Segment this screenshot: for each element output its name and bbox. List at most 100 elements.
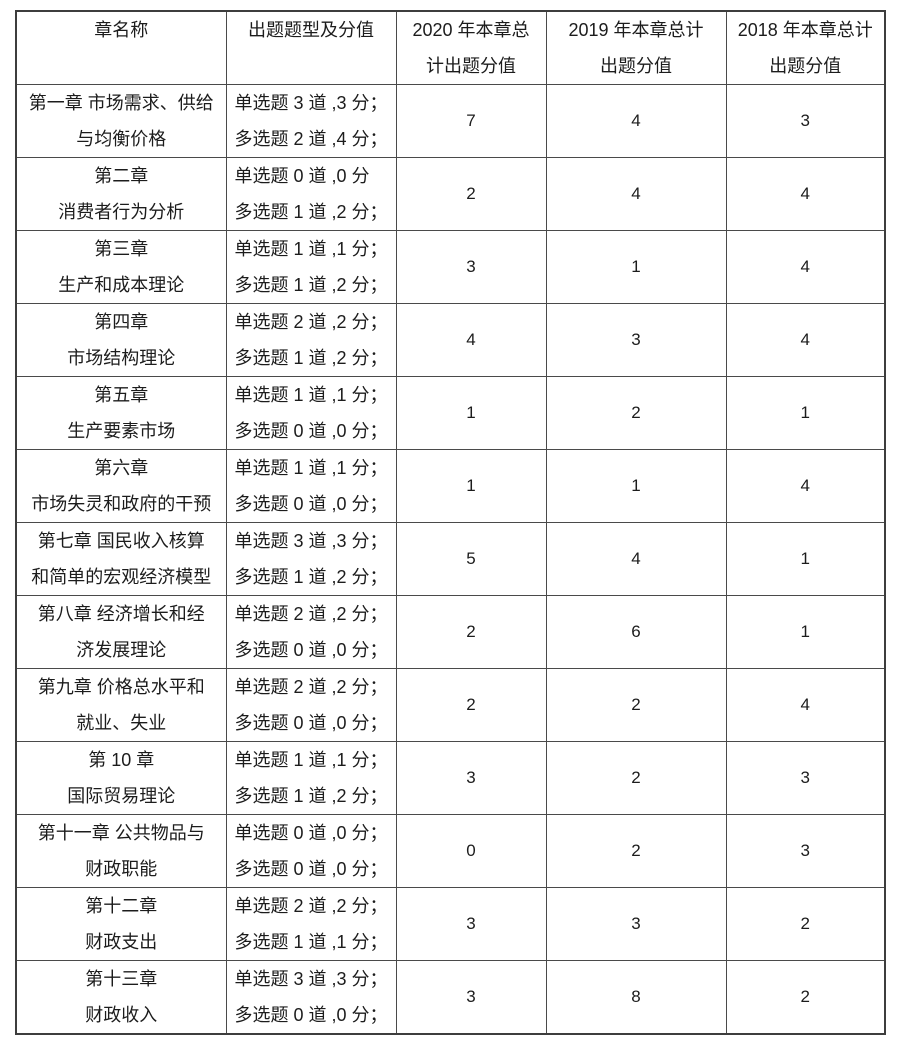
score-2018-cell: 3 [725, 814, 886, 888]
header-2019-total: 2019 年本章总计 出题分值 [545, 10, 727, 85]
qtype-line-2: 多选题 1 道 ,1 分； [234, 932, 388, 952]
qtype-line-2: 多选题 0 道 ,0 分； [234, 494, 388, 514]
score-2020-cell: 4 [395, 303, 547, 377]
chapter-cell: 第六章 市场失灵和政府的干预 [15, 449, 227, 523]
score-2020-cell: 5 [395, 522, 547, 596]
question-type-cell: 单选题 1 道 ,1 分； 多选题 0 道 ,0 分； [225, 449, 397, 523]
qtype-line-1: 单选题 0 道 ,0 分 [234, 166, 370, 186]
chapter-line-2: 生产要素市场 [67, 421, 176, 441]
chapter-cell: 第三章 生产和成本理论 [15, 230, 227, 304]
chapter-cell: 第十二章 财政支出 [15, 887, 227, 961]
table-row: 第九章 价格总水平和 就业、失业 单选题 2 道 ,2 分； 多选题 0 道 ,… [15, 668, 886, 742]
chapter-line-1: 第十二章 [85, 896, 158, 916]
chapter-cell: 第十一章 公共物品与 财政职能 [15, 814, 227, 888]
score-2019-cell: 2 [545, 741, 727, 815]
chapter-line-2: 财政支出 [85, 932, 158, 952]
header-2020-total: 2020 年本章总 计出题分值 [395, 10, 547, 85]
qtype-line-2: 多选题 0 道 ,0 分； [234, 1005, 388, 1025]
score-2020-cell: 1 [395, 449, 547, 523]
score-2019-cell: 6 [545, 595, 727, 669]
header-2018-total: 2018 年本章总计 出题分值 [725, 10, 886, 85]
chapter-cell: 第十三章 财政收入 [15, 960, 227, 1035]
question-type-cell: 单选题 3 道 ,3 分； 多选题 1 道 ,2 分； [225, 522, 397, 596]
qtype-line-1: 单选题 1 道 ,1 分； [234, 239, 388, 259]
chapter-cell: 第四章 市场结构理论 [15, 303, 227, 377]
header-2020-total-line2: 计出题分值 [426, 56, 516, 76]
qtype-line-1: 单选题 1 道 ,1 分； [234, 750, 388, 770]
chapter-line-2: 和简单的宏观经济模型 [31, 567, 212, 587]
chapter-line-1: 第十一章 公共物品与 [37, 823, 205, 843]
score-2020-cell: 7 [395, 84, 547, 158]
chapter-cell: 第九章 价格总水平和 就业、失业 [15, 668, 227, 742]
qtype-line-2: 多选题 0 道 ,0 分； [234, 859, 388, 879]
score-2019-cell: 4 [545, 157, 727, 231]
score-2020-cell: 2 [395, 668, 547, 742]
question-type-cell: 单选题 2 道 ,2 分； 多选题 1 道 ,1 分； [225, 887, 397, 961]
header-question-type-line1: 出题题型及分值 [248, 20, 374, 40]
score-2018-cell: 4 [725, 449, 886, 523]
score-2018-cell: 3 [725, 741, 886, 815]
score-2018-cell: 4 [725, 230, 886, 304]
table-row: 第十三章 财政收入 单选题 3 道 ,3 分； 多选题 0 道 ,0 分； 3 … [15, 960, 886, 1035]
chapter-cell: 第一章 市场需求、供给 与均衡价格 [15, 84, 227, 158]
chapter-line-1: 第五章 [94, 385, 149, 405]
score-2020-cell: 3 [395, 230, 547, 304]
score-2020-cell: 3 [395, 741, 547, 815]
score-2020-cell: 0 [395, 814, 547, 888]
chapter-score-table: 章名称 出题题型及分值 2020 年本章总 计出题分值 2019 年本章总计 出… [15, 10, 886, 1035]
score-2018-cell: 1 [725, 522, 886, 596]
chapter-line-2: 财政收入 [85, 1005, 158, 1025]
chapter-line-2: 市场失灵和政府的干预 [31, 494, 212, 514]
chapter-cell: 第二章 消费者行为分析 [15, 157, 227, 231]
chapter-line-1: 第十三章 [85, 969, 158, 989]
question-type-cell: 单选题 2 道 ,2 分； 多选题 1 道 ,2 分； [225, 303, 397, 377]
qtype-line-2: 多选题 0 道 ,0 分； [234, 713, 388, 733]
score-2019-cell: 1 [545, 230, 727, 304]
table-row: 第三章 生产和成本理论 单选题 1 道 ,1 分； 多选题 1 道 ,2 分； … [15, 230, 886, 304]
table-row: 第六章 市场失灵和政府的干预 单选题 1 道 ,1 分； 多选题 0 道 ,0 … [15, 449, 886, 523]
header-2019-total-line1: 2019 年本章总计 [568, 20, 704, 40]
qtype-line-2: 多选题 0 道 ,0 分； [234, 421, 388, 441]
chapter-line-1: 第八章 经济增长和经 [37, 604, 205, 624]
score-2018-cell: 4 [725, 668, 886, 742]
qtype-line-1: 单选题 2 道 ,2 分； [234, 312, 388, 332]
score-2019-cell: 3 [545, 887, 727, 961]
qtype-line-2: 多选题 1 道 ,2 分； [234, 348, 388, 368]
table-row: 第七章 国民收入核算 和简单的宏观经济模型 单选题 3 道 ,3 分； 多选题 … [15, 522, 886, 596]
chapter-line-2: 就业、失业 [76, 713, 167, 733]
score-2019-cell: 4 [545, 522, 727, 596]
table-row: 第四章 市场结构理论 单选题 2 道 ,2 分； 多选题 1 道 ,2 分； 4… [15, 303, 886, 377]
question-type-cell: 单选题 2 道 ,2 分； 多选题 0 道 ,0 分； [225, 595, 397, 669]
chapter-line-1: 第四章 [94, 312, 149, 332]
score-2019-cell: 8 [545, 960, 727, 1035]
qtype-line-2: 多选题 2 道 ,4 分； [234, 129, 388, 149]
table-row: 第八章 经济增长和经 济发展理论 单选题 2 道 ,2 分； 多选题 0 道 ,… [15, 595, 886, 669]
header-question-type: 出题题型及分值 [225, 10, 397, 85]
qtype-line-2: 多选题 1 道 ,2 分； [234, 202, 388, 222]
chapter-line-1: 第二章 [94, 166, 149, 186]
qtype-line-1: 单选题 2 道 ,2 分； [234, 677, 388, 697]
score-2019-cell: 2 [545, 814, 727, 888]
score-2020-cell: 1 [395, 376, 547, 450]
score-2019-cell: 2 [545, 376, 727, 450]
chapter-line-2: 与均衡价格 [76, 129, 167, 149]
chapter-line-1: 第九章 价格总水平和 [37, 677, 205, 697]
chapter-line-1: 第一章 市场需求、供给 [28, 93, 214, 113]
qtype-line-2: 多选题 1 道 ,2 分； [234, 275, 388, 295]
header-chapter-name: 章名称 [15, 10, 227, 85]
header-2019-total-line2: 出题分值 [600, 56, 672, 76]
score-2018-cell: 3 [725, 84, 886, 158]
score-2020-cell: 2 [395, 157, 547, 231]
qtype-line-2: 多选题 0 道 ,0 分； [234, 640, 388, 660]
chapter-line-2: 财政职能 [85, 859, 158, 879]
chapter-line-2: 济发展理论 [76, 640, 167, 660]
table-row: 第十二章 财政支出 单选题 2 道 ,2 分； 多选题 1 道 ,1 分； 3 … [15, 887, 886, 961]
chapter-line-1: 第三章 [94, 239, 149, 259]
question-type-cell: 单选题 1 道 ,1 分； 多选题 0 道 ,0 分； [225, 376, 397, 450]
score-2018-cell: 1 [725, 595, 886, 669]
score-2020-cell: 2 [395, 595, 547, 669]
question-type-cell: 单选题 0 道 ,0 分； 多选题 0 道 ,0 分； [225, 814, 397, 888]
qtype-line-2: 多选题 1 道 ,2 分； [234, 786, 388, 806]
question-type-cell: 单选题 1 道 ,1 分； 多选题 1 道 ,2 分； [225, 741, 397, 815]
question-type-cell: 单选题 0 道 ,0 分 多选题 1 道 ,2 分； [225, 157, 397, 231]
